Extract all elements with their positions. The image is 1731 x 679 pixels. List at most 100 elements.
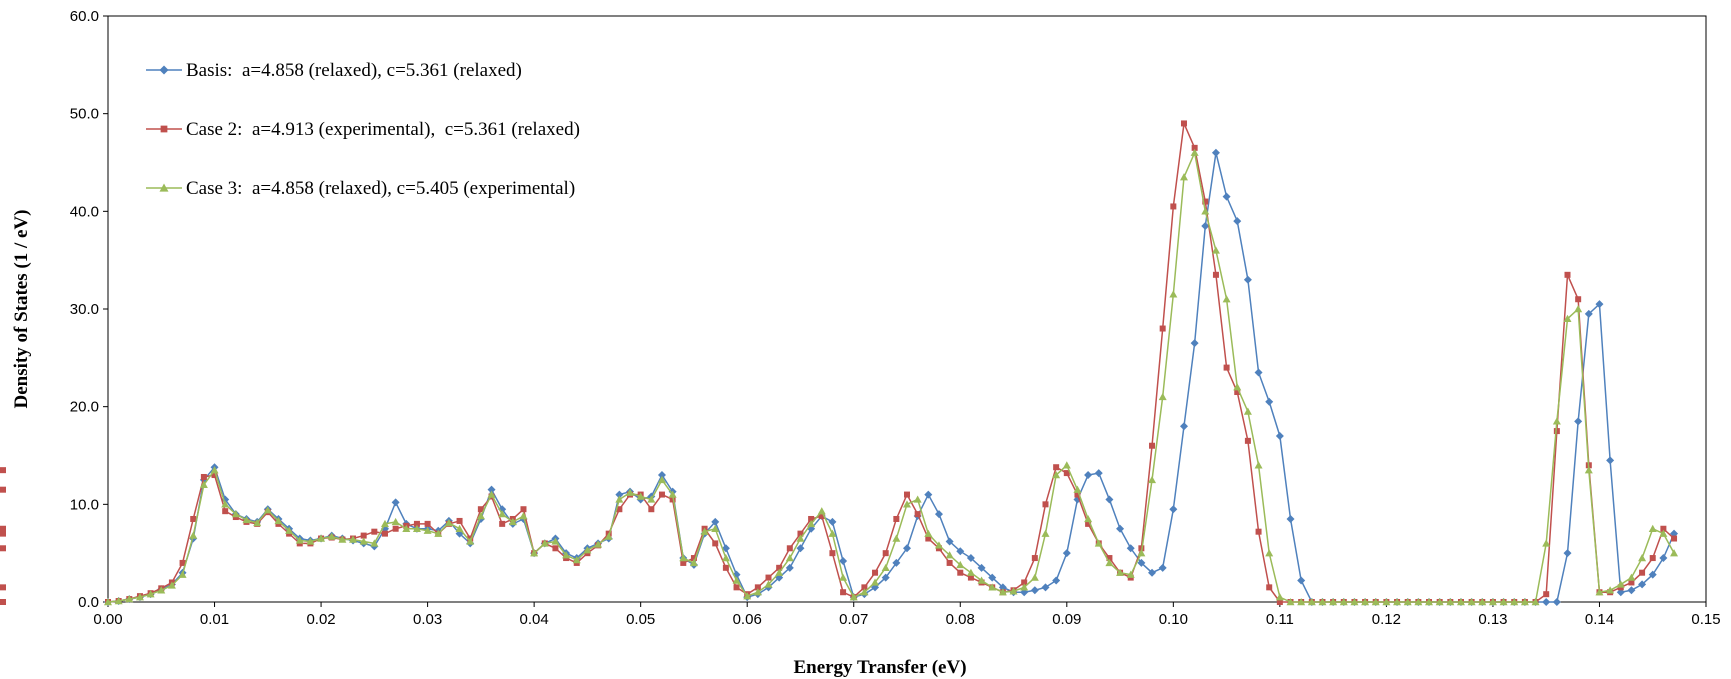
data-point	[1542, 598, 1551, 606]
x-tick-label: 0.05	[626, 611, 655, 628]
data-point	[1243, 407, 1252, 415]
data-point	[1084, 471, 1093, 480]
data-point	[370, 539, 379, 547]
x-tick-label: 0.12	[1372, 611, 1401, 628]
data-point	[222, 508, 229, 515]
data-point	[1158, 392, 1167, 401]
data-point	[914, 511, 921, 518]
data-point	[285, 526, 294, 534]
data-point	[114, 597, 123, 605]
data-point	[1638, 580, 1647, 589]
legend-marker	[159, 183, 169, 192]
data-point	[1393, 598, 1402, 606]
data-point	[1616, 580, 1625, 588]
data-point	[0, 530, 6, 537]
data-point	[1627, 573, 1636, 581]
legend: Basis: a=4.858 (relaxed), c=5.361 (relax…	[146, 60, 580, 199]
data-point	[263, 506, 272, 514]
data-point	[391, 517, 400, 526]
data-point	[1243, 275, 1252, 284]
data-point	[1234, 389, 1241, 396]
x-tick-label: 0.13	[1478, 611, 1507, 628]
data-point	[1584, 466, 1593, 474]
data-point	[1254, 461, 1263, 469]
data-point	[1148, 568, 1157, 577]
data-point	[785, 563, 794, 572]
data-point	[945, 551, 954, 559]
data-point	[306, 537, 315, 545]
data-point	[583, 546, 592, 554]
data-point	[998, 588, 1007, 596]
data-point	[1212, 271, 1219, 278]
data-point	[1233, 217, 1242, 226]
x-tick-label: 0.11	[1266, 611, 1294, 628]
data-point	[860, 588, 869, 596]
data-point	[487, 485, 496, 494]
series-layer	[0, 120, 1679, 606]
data-point	[924, 490, 933, 499]
data-point	[1659, 554, 1668, 563]
y-tick-labels: 0.0 10.0 20.0 30.0 40.0 50.0 60.0	[70, 8, 108, 611]
data-point	[1179, 173, 1188, 181]
data-point	[871, 578, 880, 586]
data-point	[371, 528, 378, 535]
data-point	[722, 564, 729, 571]
data-point	[924, 529, 933, 537]
data-point	[157, 586, 166, 594]
data-point	[552, 545, 559, 552]
data-point	[360, 532, 367, 539]
data-point	[764, 580, 773, 588]
data-point	[1254, 368, 1263, 377]
data-point	[1467, 598, 1476, 606]
data-point	[0, 584, 6, 591]
data-point	[1041, 583, 1050, 592]
x-tick-label: 0.01	[200, 611, 229, 628]
data-point	[1170, 203, 1177, 210]
data-point	[743, 592, 752, 600]
y-tick-label: 30.0	[70, 301, 99, 318]
data-point	[967, 574, 974, 581]
data-point	[680, 559, 687, 566]
data-point	[253, 518, 262, 527]
data-point	[423, 526, 432, 534]
data-point	[1211, 246, 1220, 254]
data-point	[690, 555, 697, 562]
data-point	[1520, 598, 1529, 606]
data-point	[966, 568, 975, 576]
data-point	[1062, 549, 1071, 558]
x-tick-label: 0.08	[946, 611, 975, 628]
data-point	[892, 558, 901, 567]
data-point	[1552, 417, 1561, 425]
data-point	[1339, 598, 1348, 606]
data-point	[711, 517, 720, 526]
data-point	[977, 576, 986, 584]
data-point	[668, 490, 677, 498]
data-point	[242, 515, 251, 524]
legend-label: Case 3: a=4.858 (relaxed), c=5.405 (expe…	[186, 178, 575, 199]
x-tick-label: 0.10	[1159, 611, 1188, 628]
data-point	[1574, 417, 1583, 426]
data-point	[765, 574, 772, 581]
data-point	[616, 506, 623, 513]
data-point	[1084, 514, 1093, 523]
data-point	[1671, 535, 1678, 542]
data-point	[775, 568, 784, 576]
data-point	[1137, 549, 1146, 557]
data-point	[519, 512, 528, 520]
x-tick-label: 0.03	[413, 611, 442, 628]
data-point	[1105, 558, 1114, 567]
data-point	[1606, 456, 1615, 465]
data-point	[1297, 598, 1306, 606]
data-point	[881, 573, 890, 582]
data-point	[966, 554, 975, 563]
legend-item: Case 2: a=4.913 (experimental), c=5.361 …	[146, 119, 580, 140]
data-point	[1223, 364, 1230, 371]
data-point	[1201, 207, 1210, 215]
data-point	[1030, 573, 1039, 581]
data-point	[840, 589, 847, 596]
data-point	[1488, 598, 1497, 606]
y-tick-label: 50.0	[70, 106, 99, 123]
data-point	[1627, 586, 1636, 595]
x-tick-label: 0.06	[733, 611, 762, 628]
data-point	[211, 472, 218, 479]
